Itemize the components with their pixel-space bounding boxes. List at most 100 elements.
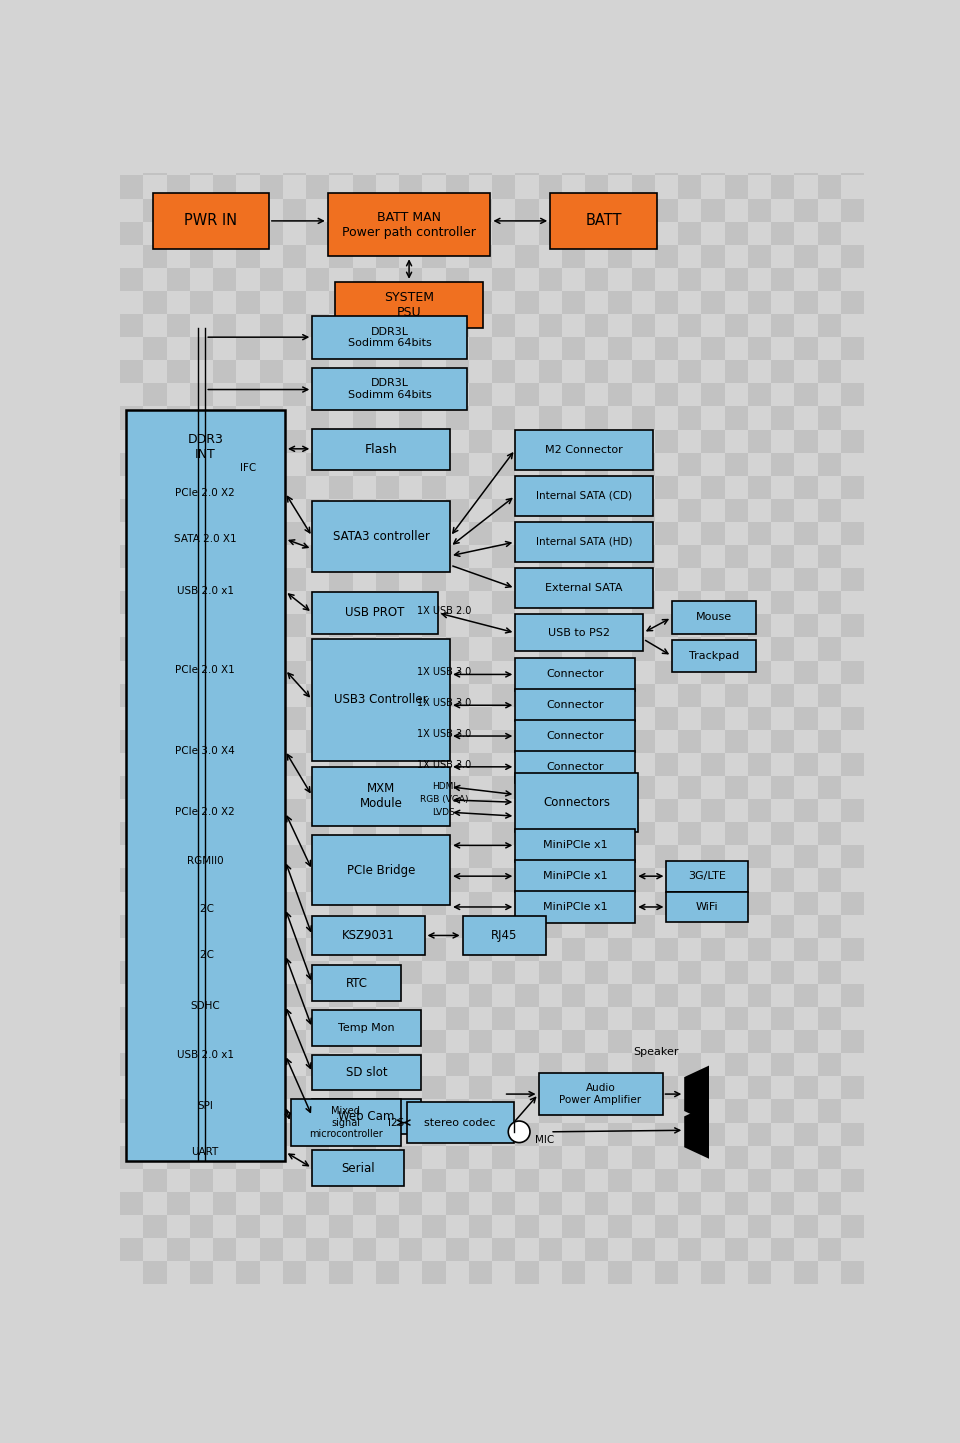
- Bar: [352, 268, 375, 291]
- FancyBboxPatch shape: [335, 281, 483, 328]
- Bar: [864, 984, 887, 1007]
- Bar: [701, 1007, 725, 1030]
- Bar: [678, 592, 701, 615]
- Bar: [352, 869, 375, 892]
- Bar: [166, 361, 190, 384]
- Bar: [166, 1169, 190, 1192]
- Bar: [701, 245, 725, 268]
- Bar: [422, 1238, 445, 1261]
- Bar: [864, 338, 887, 361]
- Bar: [352, 961, 375, 984]
- Bar: [445, 476, 468, 499]
- Bar: [516, 476, 539, 499]
- Bar: [166, 1238, 190, 1261]
- Bar: [748, 315, 771, 338]
- Bar: [306, 869, 329, 892]
- Bar: [283, 476, 306, 499]
- Bar: [259, 1238, 283, 1261]
- Bar: [864, 1123, 887, 1146]
- Bar: [864, 245, 887, 268]
- Bar: [236, 1261, 259, 1284]
- Bar: [306, 291, 329, 315]
- Bar: [655, 1146, 678, 1169]
- Bar: [143, 1053, 166, 1076]
- Bar: [887, 615, 910, 638]
- Bar: [166, 384, 190, 407]
- Bar: [166, 430, 190, 453]
- Bar: [399, 684, 422, 707]
- Bar: [399, 1076, 422, 1100]
- Bar: [259, 592, 283, 615]
- FancyBboxPatch shape: [516, 750, 636, 784]
- Bar: [701, 1123, 725, 1146]
- Text: MXM
Module: MXM Module: [360, 782, 402, 811]
- Bar: [701, 338, 725, 361]
- Bar: [399, 291, 422, 315]
- Bar: [143, 1215, 166, 1238]
- Bar: [725, 361, 748, 384]
- Bar: [143, 153, 166, 176]
- Bar: [539, 361, 562, 384]
- Bar: [585, 569, 609, 592]
- FancyBboxPatch shape: [312, 1150, 403, 1186]
- Bar: [655, 823, 678, 846]
- Bar: [166, 1030, 190, 1053]
- Bar: [468, 615, 492, 638]
- Bar: [516, 776, 539, 799]
- Bar: [329, 892, 352, 915]
- Bar: [771, 753, 794, 776]
- Bar: [306, 938, 329, 961]
- Bar: [213, 522, 236, 545]
- Bar: [864, 1261, 887, 1284]
- Bar: [120, 730, 143, 753]
- Bar: [352, 1146, 375, 1169]
- Bar: [306, 130, 329, 153]
- Bar: [399, 1100, 422, 1123]
- Bar: [562, 1030, 585, 1053]
- Bar: [585, 707, 609, 730]
- Bar: [445, 684, 468, 707]
- Bar: [143, 1169, 166, 1192]
- Bar: [352, 1123, 375, 1146]
- Bar: [818, 338, 841, 361]
- Bar: [492, 361, 516, 384]
- Bar: [236, 730, 259, 753]
- Bar: [399, 592, 422, 615]
- Bar: [794, 1100, 818, 1123]
- Bar: [492, 1007, 516, 1030]
- Bar: [283, 522, 306, 545]
- FancyBboxPatch shape: [312, 501, 450, 571]
- Bar: [399, 846, 422, 869]
- Bar: [399, 730, 422, 753]
- Bar: [632, 1053, 655, 1076]
- Bar: [818, 1192, 841, 1215]
- Bar: [887, 130, 910, 153]
- Bar: [236, 476, 259, 499]
- Bar: [725, 476, 748, 499]
- Bar: [120, 638, 143, 661]
- Bar: [516, 1100, 539, 1123]
- Bar: [375, 869, 399, 892]
- Bar: [794, 1169, 818, 1192]
- Bar: [678, 1192, 701, 1215]
- Bar: [562, 776, 585, 799]
- Bar: [725, 892, 748, 915]
- Bar: [329, 1100, 352, 1123]
- Bar: [166, 753, 190, 776]
- Bar: [585, 915, 609, 938]
- Bar: [352, 1238, 375, 1261]
- Bar: [516, 846, 539, 869]
- Bar: [794, 476, 818, 499]
- Bar: [306, 799, 329, 823]
- Bar: [678, 545, 701, 569]
- Bar: [259, 569, 283, 592]
- Bar: [678, 430, 701, 453]
- Bar: [655, 730, 678, 753]
- Bar: [748, 1215, 771, 1238]
- Bar: [120, 291, 143, 315]
- Bar: [725, 407, 748, 430]
- Bar: [329, 915, 352, 938]
- Bar: [887, 799, 910, 823]
- FancyBboxPatch shape: [312, 429, 450, 469]
- Bar: [445, 799, 468, 823]
